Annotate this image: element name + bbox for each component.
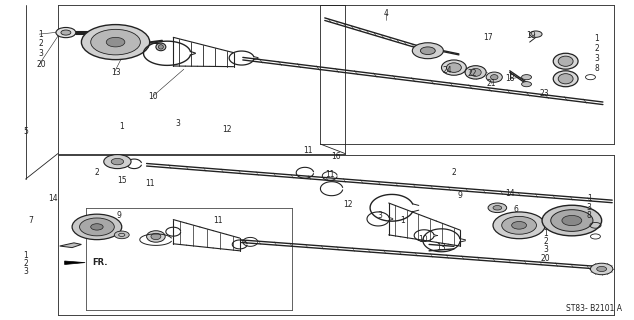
Text: 13: 13 [437,243,446,252]
Ellipse shape [158,45,164,49]
Text: 12: 12 [344,200,353,209]
Text: 17: 17 [483,33,493,42]
Circle shape [72,214,122,240]
Circle shape [412,43,443,59]
Text: 3: 3 [23,267,28,276]
Circle shape [590,263,613,275]
Text: 5: 5 [23,127,28,136]
Circle shape [488,203,507,212]
Ellipse shape [558,74,573,84]
Circle shape [501,216,536,234]
Circle shape [104,155,131,169]
Circle shape [512,221,527,229]
Text: 2: 2 [94,168,100,177]
Text: 8: 8 [587,211,592,220]
Circle shape [107,37,125,47]
Text: 2: 2 [451,168,456,177]
Text: FR.: FR. [93,258,108,267]
Text: 1: 1 [23,251,28,260]
Text: 11: 11 [145,180,155,188]
Text: 9: 9 [116,211,121,220]
Text: 2: 2 [23,259,28,268]
Text: 2: 2 [543,237,548,246]
Ellipse shape [491,75,498,80]
Circle shape [597,267,607,271]
Circle shape [91,224,103,230]
Text: 12: 12 [223,125,232,134]
Ellipse shape [553,71,578,87]
Circle shape [81,25,150,60]
Text: 3: 3 [587,203,592,212]
Text: 1: 1 [543,229,548,238]
Text: 20: 20 [36,60,46,69]
Text: 19: 19 [527,31,536,40]
Circle shape [493,212,545,239]
Text: 13: 13 [111,68,120,77]
Ellipse shape [465,66,486,79]
Text: 21: 21 [486,79,496,88]
Ellipse shape [470,68,481,76]
Circle shape [522,82,531,87]
Circle shape [61,30,71,35]
Ellipse shape [553,53,578,69]
Circle shape [56,28,76,38]
Text: 11: 11 [303,146,313,155]
Text: 22: 22 [468,69,477,78]
Text: 24: 24 [443,66,453,75]
Circle shape [111,158,124,165]
Text: 20: 20 [541,254,550,263]
Ellipse shape [558,56,573,66]
Circle shape [91,29,140,55]
Ellipse shape [441,60,467,75]
Text: 16: 16 [331,152,340,161]
Circle shape [420,47,436,54]
Text: 1: 1 [39,30,43,39]
Circle shape [529,31,542,37]
Polygon shape [65,261,85,265]
Text: 3: 3 [377,211,382,220]
Ellipse shape [156,43,166,51]
Text: 3: 3 [543,245,548,254]
Text: 6: 6 [514,205,519,214]
Text: 15: 15 [117,176,127,185]
Text: 18: 18 [505,74,515,83]
Circle shape [79,218,114,236]
Text: 23: 23 [539,89,549,98]
Text: 7: 7 [28,216,33,225]
Ellipse shape [446,63,462,72]
Ellipse shape [151,233,161,240]
Text: 9: 9 [458,190,463,200]
Text: 2: 2 [39,39,43,48]
Text: 14: 14 [49,194,58,203]
Text: 1: 1 [587,194,592,203]
Circle shape [114,231,129,239]
Text: 1: 1 [119,122,124,131]
Circle shape [562,215,582,226]
Polygon shape [60,243,81,248]
Text: 11: 11 [213,216,223,225]
Text: 8: 8 [594,64,599,73]
Text: 3: 3 [594,53,599,62]
Text: 1: 1 [401,216,405,225]
Circle shape [522,75,531,80]
Text: 10: 10 [418,235,428,244]
Text: 14: 14 [505,189,515,198]
Text: 1: 1 [594,35,599,44]
Ellipse shape [486,72,502,82]
Circle shape [551,210,593,231]
Text: ST83- B2101 A: ST83- B2101 A [566,304,622,313]
Circle shape [542,205,602,236]
Ellipse shape [146,231,165,242]
Text: 4: 4 [383,9,388,18]
Text: 3: 3 [39,49,44,58]
Text: 3: 3 [175,119,180,128]
Text: 11: 11 [325,170,335,179]
Text: 10: 10 [148,92,158,101]
Text: 2: 2 [594,44,599,53]
Circle shape [493,205,501,210]
